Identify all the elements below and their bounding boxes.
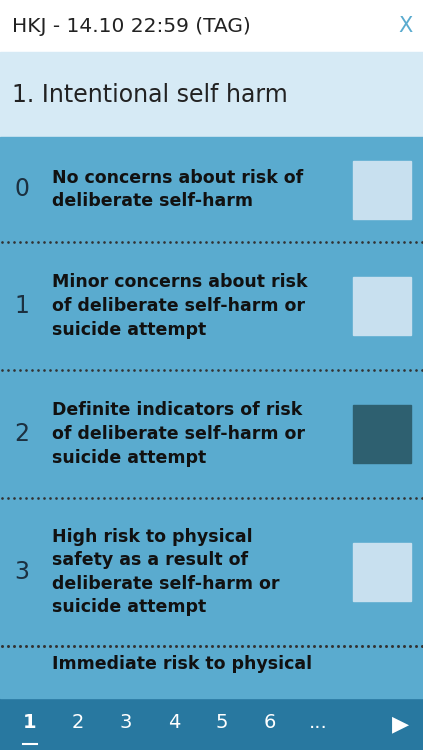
Bar xyxy=(353,543,411,601)
Text: Definite indicators of risk
of deliberate self-harm or
suicide attempt: Definite indicators of risk of deliberat… xyxy=(52,401,305,466)
Text: 3: 3 xyxy=(120,713,132,733)
Bar xyxy=(353,405,411,463)
Text: HKJ - 14.10 22:59 (TAG): HKJ - 14.10 22:59 (TAG) xyxy=(12,16,251,35)
Text: High risk to physical
safety as a result of
deliberate self-harm or
suicide atte: High risk to physical safety as a result… xyxy=(52,527,280,616)
Text: 2: 2 xyxy=(72,713,84,733)
Text: 1: 1 xyxy=(14,294,30,318)
Text: 1. Intentional self harm: 1. Intentional self harm xyxy=(12,82,288,106)
Bar xyxy=(353,160,411,218)
Bar xyxy=(353,277,411,335)
Text: Immediate risk to physical: Immediate risk to physical xyxy=(52,655,312,673)
Text: X: X xyxy=(399,16,413,36)
Text: Minor concerns about risk
of deliberate self-harm or
suicide attempt: Minor concerns about risk of deliberate … xyxy=(52,274,308,338)
Text: 2: 2 xyxy=(14,422,30,446)
Text: ▶: ▶ xyxy=(393,714,409,734)
Bar xyxy=(0,52,423,137)
Text: ...: ... xyxy=(309,713,327,733)
Bar xyxy=(0,137,423,698)
Text: 1: 1 xyxy=(23,713,37,733)
Text: 5: 5 xyxy=(216,713,228,733)
Text: 3: 3 xyxy=(14,560,30,584)
Text: No concerns about risk of
deliberate self-harm: No concerns about risk of deliberate sel… xyxy=(52,169,303,210)
Bar xyxy=(0,0,423,52)
Text: 0: 0 xyxy=(14,178,30,202)
Bar xyxy=(0,698,423,750)
Text: 4: 4 xyxy=(168,713,180,733)
Text: 6: 6 xyxy=(264,713,276,733)
